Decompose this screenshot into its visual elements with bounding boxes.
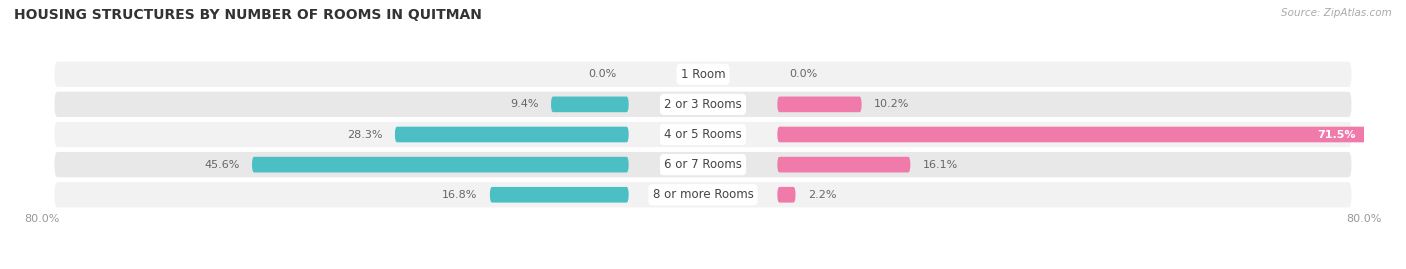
Text: 4 or 5 Rooms: 4 or 5 Rooms	[664, 128, 742, 141]
Text: 2 or 3 Rooms: 2 or 3 Rooms	[664, 98, 742, 111]
Text: 45.6%: 45.6%	[204, 160, 239, 170]
FancyBboxPatch shape	[778, 157, 910, 172]
Text: 1 Room: 1 Room	[681, 68, 725, 81]
FancyBboxPatch shape	[55, 92, 1351, 117]
FancyBboxPatch shape	[252, 157, 628, 172]
Text: HOUSING STRUCTURES BY NUMBER OF ROOMS IN QUITMAN: HOUSING STRUCTURES BY NUMBER OF ROOMS IN…	[14, 8, 482, 22]
Text: 0.0%: 0.0%	[790, 69, 818, 79]
Text: 71.5%: 71.5%	[1317, 129, 1355, 140]
Text: 16.8%: 16.8%	[441, 190, 478, 200]
FancyBboxPatch shape	[55, 62, 1351, 87]
FancyBboxPatch shape	[55, 152, 1351, 177]
Text: 16.1%: 16.1%	[922, 160, 957, 170]
Text: 10.2%: 10.2%	[875, 99, 910, 109]
Text: 9.4%: 9.4%	[510, 99, 538, 109]
Text: 6 or 7 Rooms: 6 or 7 Rooms	[664, 158, 742, 171]
FancyBboxPatch shape	[551, 97, 628, 112]
FancyBboxPatch shape	[55, 122, 1351, 147]
FancyBboxPatch shape	[395, 127, 628, 142]
FancyBboxPatch shape	[778, 127, 1368, 142]
FancyBboxPatch shape	[55, 182, 1351, 207]
Text: 0.0%: 0.0%	[588, 69, 616, 79]
Text: 28.3%: 28.3%	[347, 129, 382, 140]
FancyBboxPatch shape	[778, 97, 862, 112]
FancyBboxPatch shape	[778, 187, 796, 203]
Text: 8 or more Rooms: 8 or more Rooms	[652, 188, 754, 201]
Text: Source: ZipAtlas.com: Source: ZipAtlas.com	[1281, 8, 1392, 18]
FancyBboxPatch shape	[489, 187, 628, 203]
Legend: Owner-occupied, Renter-occupied: Owner-occupied, Renter-occupied	[579, 264, 827, 269]
Text: 2.2%: 2.2%	[808, 190, 837, 200]
